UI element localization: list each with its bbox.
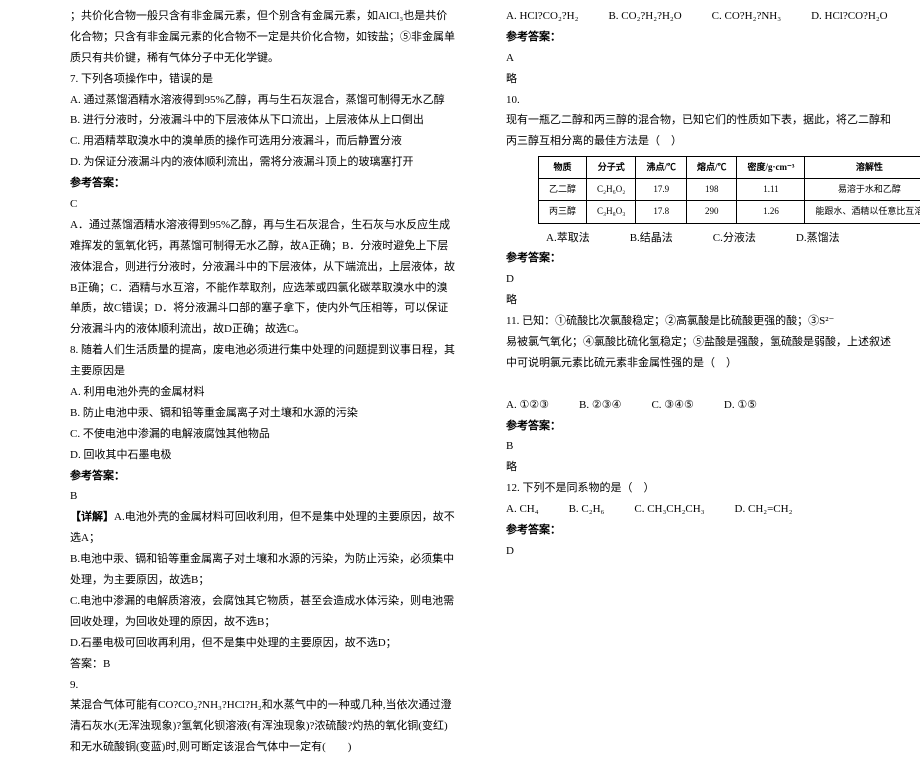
q11-stem-line2: 易被氯气氧化；④氯酸比硫化氢稳定；⑤盐酸是强酸，氢硫酸是弱酸，上述叙述中可说明氯…	[506, 332, 892, 374]
cell: 丙三醇	[539, 201, 587, 223]
cell: 198	[686, 179, 737, 201]
q10-stem: 现有一瓶乙二醇和丙三醇的混合物，已知它们的性质如下表，据此，将乙二醇和丙三醇互相…	[506, 110, 892, 152]
cell: 易溶于水和乙醇	[805, 179, 920, 201]
q8-final-answer: 答案：B	[70, 654, 456, 675]
cell: 290	[686, 201, 737, 223]
answer-label: 参考答案：	[506, 248, 892, 269]
q12-option-c: C. CH₃CH₂CH₃	[634, 499, 704, 520]
q10-option-c: C.分液法	[713, 228, 756, 249]
q7-option-a: A. 通过蒸馏酒精水溶液得到95%乙醇，再与生石灰混合，蒸馏可制得无水乙醇	[70, 90, 456, 111]
cell: C₃H₈O₃	[587, 201, 636, 223]
q8-option-b: B. 防止电池中汞、镉和铅等重金属离子对土壤和水源的污染	[70, 403, 456, 424]
q11-answer: B	[506, 436, 892, 457]
q9-stem: 某混合气体可能有CO?CO₂?NH₃?HCl?H₂和水蒸气中的一种或几种,当依次…	[70, 695, 456, 758]
table-row: 乙二醇 C₂H₆O₂ 17.9 198 1.11 易溶于水和乙醇	[539, 179, 920, 201]
q11-option-a: A. ①②③	[506, 395, 549, 416]
q9-option-d: D. HCl?CO?H₂O	[811, 6, 888, 27]
cell: 1.26	[737, 201, 805, 223]
q9-note: 略	[506, 69, 892, 90]
q7-option-b: B. 进行分液时，分液漏斗中的下层液体从下口流出，上层液体从上口倒出	[70, 110, 456, 131]
q11-option-b: B. ②③④	[579, 395, 621, 416]
q12-stem: 12. 下列不是同系物的是（ ）	[506, 478, 892, 499]
q12-answer: D	[506, 541, 892, 562]
cell: C₂H₆O₂	[587, 179, 636, 201]
q7-option-d: D. 为保证分液漏斗内的液体顺利流出，需将分液漏斗顶上的玻璃塞打开	[70, 152, 456, 173]
q12-option-b: B. C₂H₆	[569, 499, 605, 520]
th-substance: 物质	[539, 157, 587, 179]
q8-explanation-c: C.电池中渗漏的电解质溶液，会腐蚀其它物质，甚至会造成水体污染，则电池需回收处理…	[70, 591, 456, 633]
cell: 乙二醇	[539, 179, 587, 201]
th-density: 密度/g·cm⁻³	[737, 157, 805, 179]
q9-option-a: A. HCl?CO₂?H₂	[506, 6, 578, 27]
answer-label: 参考答案：	[506, 416, 892, 437]
cell: 17.9	[636, 179, 687, 201]
q7-option-c: C. 用酒精萃取溴水中的溴单质的操作可选用分液漏斗，而后静置分液	[70, 131, 456, 152]
cell: 17.8	[636, 201, 687, 223]
intro-text: ；共价化合物一般只含有非金属元素，但个别含有金属元素，如AlCl₃也是共价化合物…	[70, 6, 456, 69]
exam-page: ；共价化合物一般只含有非金属元素，但个别含有金属元素，如AlCl₃也是共价化合物…	[0, 0, 920, 651]
th-formula: 分子式	[587, 157, 636, 179]
q8-explanation-d: D.石墨电极可回收再利用，但不是集中处理的主要原因，故不选D；	[70, 633, 456, 654]
q8-option-a: A. 利用电池外壳的金属材料	[70, 382, 456, 403]
properties-table: 物质 分子式 沸点/℃ 熔点/℃ 密度/g·cm⁻³ 溶解性 乙二醇 C₂H₆O…	[538, 156, 920, 223]
th-bp: 沸点/℃	[636, 157, 687, 179]
q8-answer: B	[70, 486, 456, 507]
q10-option-a: A.萃取法	[546, 228, 590, 249]
q11-note: 略	[506, 457, 892, 478]
q9-answer: A	[506, 48, 892, 69]
q9-option-b: B. CO₂?H₂?H₂O	[608, 6, 681, 27]
q9-number: 9.	[70, 675, 456, 696]
answer-label: 参考答案：	[70, 466, 456, 487]
q10-number: 10.	[506, 90, 892, 111]
detail-label: 【详解】	[70, 511, 114, 523]
q12-option-a: A. CH₄	[506, 499, 539, 520]
q10-answer: D	[506, 269, 892, 290]
q11-option-c: C. ③④⑤	[651, 395, 693, 416]
q12-options: A. CH₄ B. C₂H₆ C. CH₃CH₂CH₃ D. CH₂=CH₂	[506, 499, 892, 520]
table-row: 丙三醇 C₃H₈O₃ 17.8 290 1.26 能跟水、酒精以任意比互溶	[539, 201, 920, 223]
cell: 能跟水、酒精以任意比互溶	[805, 201, 920, 223]
q10-option-d: D.蒸馏法	[796, 228, 840, 249]
th-solubility: 溶解性	[805, 157, 920, 179]
q8-option-c: C. 不使电池中渗漏的电解液腐蚀其他物品	[70, 424, 456, 445]
q10-option-b: B.结晶法	[630, 228, 673, 249]
q9-options: A. HCl?CO₂?H₂ B. CO₂?H₂?H₂O C. CO?H₂?NH₃…	[506, 6, 892, 27]
th-mp: 熔点/℃	[686, 157, 737, 179]
q12-option-d: D. CH₂=CH₂	[735, 499, 793, 520]
q8-option-d: D. 回收其中石墨电极	[70, 445, 456, 466]
left-column: ；共价化合物一般只含有非金属元素，但个别含有金属元素，如AlCl₃也是共价化合物…	[70, 6, 486, 645]
q8-explanation-b: B.电池中汞、镉和铅等重金属离子对土壤和水源的污染，为防止污染，必须集中处理，为…	[70, 549, 456, 591]
q7-stem: 7. 下列各项操作中，错误的是	[70, 69, 456, 90]
right-column: A. HCl?CO₂?H₂ B. CO₂?H₂?H₂O C. CO?H₂?NH₃…	[486, 6, 902, 645]
q10-note: 略	[506, 290, 892, 311]
q7-explanation: A．通过蒸馏酒精水溶液得到95%乙醇，再与生石灰混合，生石灰与水反应生成难挥发的…	[70, 215, 456, 340]
cell: 1.11	[737, 179, 805, 201]
q10-options: A.萃取法 B.结晶法 C.分液法 D.蒸馏法	[506, 228, 892, 249]
q11-stem-line1: 11. 已知：①硫酸比次氯酸稳定；②高氯酸是比硫酸更强的酸；③S²⁻	[506, 311, 892, 332]
q8-explanation-a: 【详解】A.电池外壳的金属材料可回收利用，但不是集中处理的主要原因，故不选A；	[70, 507, 456, 549]
q8-stem: 8. 随着人们生活质量的提高，废电池必须进行集中处理的问题提到议事日程，其主要原…	[70, 340, 456, 382]
q9-option-c: C. CO?H₂?NH₃	[712, 6, 781, 27]
exp-a-text: A.电池外壳的金属材料可回收利用，但不是集中处理的主要原因，故不选A；	[70, 511, 455, 544]
q11-option-d: D. ①⑤	[724, 395, 757, 416]
table-header-row: 物质 分子式 沸点/℃ 熔点/℃ 密度/g·cm⁻³ 溶解性	[539, 157, 920, 179]
answer-label: 参考答案：	[506, 27, 892, 48]
answer-label: 参考答案：	[506, 520, 892, 541]
q7-answer: C	[70, 194, 456, 215]
answer-label: 参考答案：	[70, 173, 456, 194]
q11-options: A. ①②③ B. ②③④ C. ③④⑤ D. ①⑤	[506, 395, 892, 416]
